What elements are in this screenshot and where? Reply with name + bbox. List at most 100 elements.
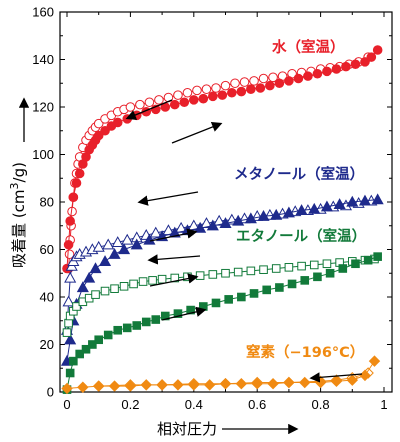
adsorption-point: [275, 283, 284, 292]
adsorption-point: [351, 259, 360, 269]
adsorption-point: [94, 335, 104, 345]
adsorption-point: [186, 305, 195, 315]
adsorption-point: [169, 99, 180, 110]
adsorption-point: [100, 125, 110, 136]
adsorption-point: [76, 281, 89, 293]
adsorption-point: [236, 86, 247, 97]
desorption-point: [92, 240, 105, 252]
adsorption-point: [74, 168, 85, 179]
series-3: [61, 355, 381, 395]
adsorption-point: [255, 83, 266, 93]
adsorption-point: [363, 255, 373, 265]
desorption-point: [249, 76, 259, 86]
adsorption-point: [312, 68, 323, 79]
y-axis-title: 吸着量 (cm3/g): [8, 162, 28, 268]
adsorption-point: [267, 377, 279, 390]
desorption-point: [182, 87, 193, 98]
desorption-point: [93, 118, 104, 129]
adsorption-point: [330, 375, 343, 388]
adsorption-point: [173, 309, 183, 318]
desorption-point: [100, 286, 110, 296]
adsorption-point: [89, 262, 102, 274]
adsorption-point: [373, 252, 382, 261]
adsorption-point: [108, 248, 121, 259]
desorption-point: [246, 266, 256, 276]
desorption-point: [259, 265, 268, 274]
x-tick-label: 0.8: [312, 397, 330, 412]
adsorption-point: [156, 379, 168, 391]
adsorption-point: [151, 315, 161, 324]
y-tick-label: 40: [40, 290, 54, 305]
desorption-point: [129, 279, 138, 289]
desorption-point: [220, 80, 231, 91]
x-tick-label: 0.6: [248, 397, 266, 412]
adsorption-point: [130, 238, 143, 250]
adsorption-point: [140, 379, 152, 391]
adsorption-point: [179, 97, 190, 108]
desorption-point: [157, 274, 167, 284]
adsorption-point: [61, 382, 73, 395]
adsorption-point: [314, 376, 327, 389]
adsorption-point: [313, 272, 322, 282]
desorption-point: [110, 284, 119, 293]
adsorption-point: [92, 380, 105, 392]
adsorption-point: [227, 87, 237, 98]
desorption-point: [149, 226, 162, 238]
series-1: [60, 193, 384, 366]
desorption-point: [121, 233, 134, 245]
desorption-point: [119, 282, 129, 291]
series-2: [62, 252, 382, 394]
adsorption-point: [208, 91, 218, 102]
y-tick-label: 0: [47, 385, 54, 400]
adsorption-point: [124, 380, 137, 392]
desorption-point: [125, 102, 136, 112]
adsorption-point: [122, 114, 133, 124]
adsorption-point: [69, 356, 78, 366]
annotations: 水（室温） メタノール（室温） エタノール（室温） 窒素（−196°C）: [125, 38, 366, 383]
adsorption-point: [81, 344, 91, 354]
desorption-point: [62, 328, 72, 337]
adsorption-point: [249, 289, 259, 298]
desorption-point: [138, 277, 148, 286]
desorption-point: [175, 221, 188, 233]
y-tick-label: 140: [32, 52, 54, 67]
y-tick-label: 160: [32, 5, 54, 20]
adsorption-point: [274, 78, 285, 89]
adsorption-point: [211, 298, 221, 308]
adsorption-point: [346, 374, 359, 386]
adsorption-point: [322, 66, 332, 77]
adsorption-point: [168, 226, 181, 238]
adsorption-point: [93, 130, 104, 141]
series-label: エタノール（室温）: [236, 227, 366, 245]
desorption-point: [72, 302, 81, 311]
adsorption-point: [219, 217, 232, 229]
adsorption-point: [224, 295, 233, 304]
desorption-point: [211, 83, 221, 93]
adsorption-point: [219, 377, 232, 390]
desorption-point: [192, 85, 202, 96]
adsorption-point: [333, 198, 346, 210]
x-tick-label: 0: [63, 397, 70, 412]
direction-arrow: [149, 273, 199, 287]
adsorption-point: [331, 64, 342, 74]
direction-arrow: [147, 254, 201, 265]
direction-arrow: [171, 122, 223, 144]
adsorption-point: [368, 355, 381, 367]
adsorption-point: [172, 379, 184, 391]
adsorption-point: [366, 52, 377, 62]
adsorption-point: [300, 276, 310, 285]
adsorption-point: [83, 271, 96, 283]
adsorption-point: [287, 279, 297, 289]
desorption-point: [239, 77, 250, 87]
desorption-point: [154, 95, 164, 105]
adsorption-point: [320, 200, 333, 212]
desorption-point: [284, 263, 294, 272]
x-tick-label: 0.2: [121, 397, 139, 412]
adsorption-point: [63, 239, 74, 250]
desorption-point: [111, 236, 124, 248]
desorption-point: [64, 318, 73, 328]
adsorption-point: [246, 84, 256, 94]
desorption-point: [297, 261, 306, 271]
adsorption-point: [303, 71, 313, 81]
